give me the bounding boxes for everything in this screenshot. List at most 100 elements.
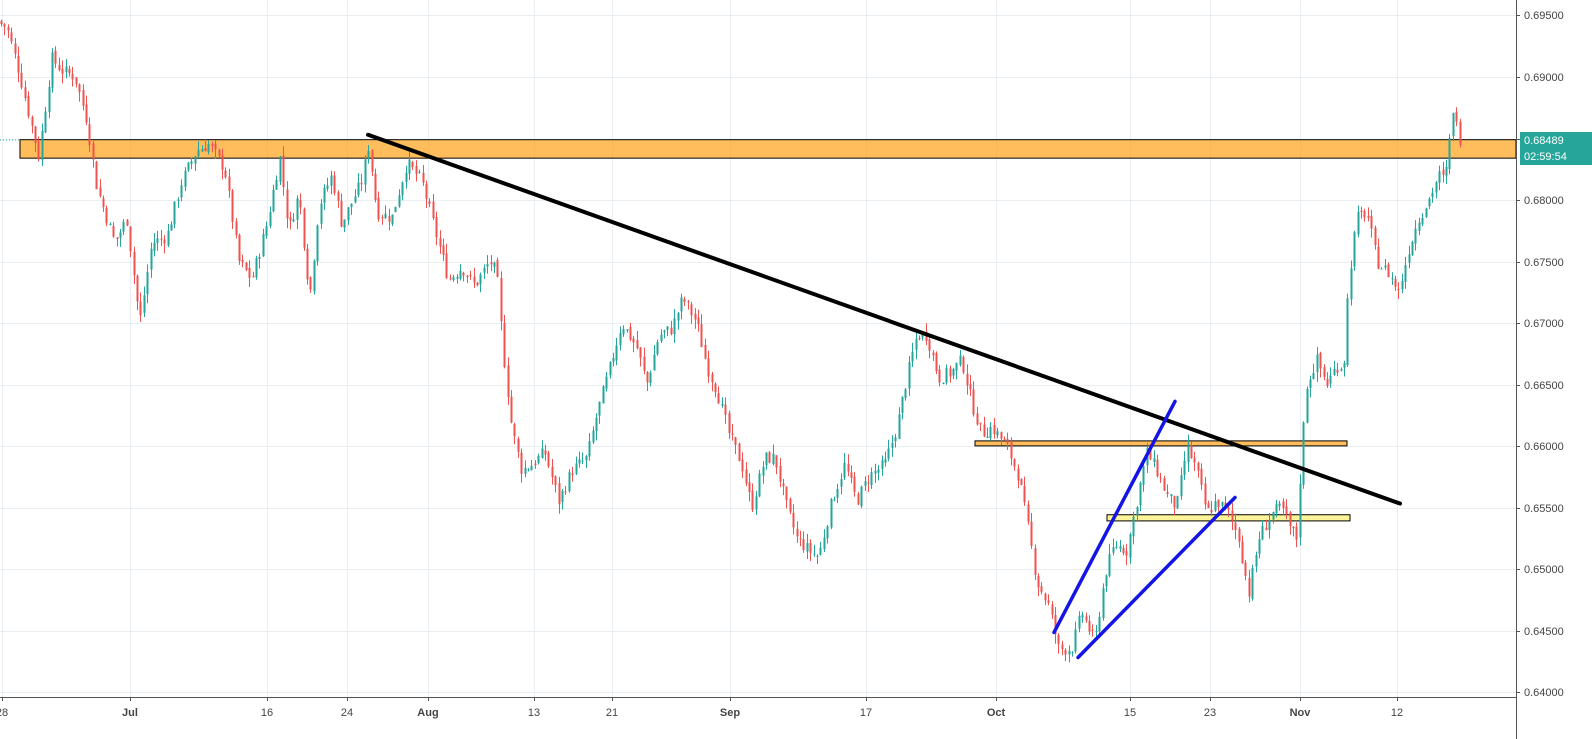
candle-up (1302, 422, 1305, 485)
candle-up (146, 272, 149, 295)
candle-up (955, 363, 958, 371)
time-axis[interactable]: 28 Jul 16 24 Aug 13 21 Sep 17 Oct 15 23 Nov 12 (0, 697, 1403, 719)
candle-down (782, 483, 785, 487)
candle-down (1064, 649, 1067, 655)
candle-up (592, 430, 595, 443)
candle-down (442, 245, 445, 256)
candle-down (1442, 169, 1445, 175)
price-axis[interactable]: 0.695000.690000.685000.680000.675000.670… (1516, 10, 1564, 699)
candle-up (486, 264, 489, 267)
candle-down (309, 277, 312, 290)
candle-down (1244, 562, 1247, 576)
candle-up (765, 452, 768, 466)
candle-down (231, 190, 234, 223)
candle-down (116, 237, 119, 239)
candle-down (1282, 501, 1285, 509)
candle-down (34, 126, 37, 144)
candle-up (194, 156, 197, 164)
candle-up (187, 162, 190, 171)
candle-up (1411, 242, 1414, 256)
candle-down (962, 356, 965, 373)
time-tick-label: Jul (122, 707, 138, 719)
candle-down (1047, 600, 1050, 603)
candle-up (602, 386, 605, 404)
candle-up (908, 362, 911, 389)
candle-up (823, 537, 826, 550)
price-tick-label: 0.67000 (1524, 318, 1564, 330)
candle-up (350, 203, 353, 208)
plot-area[interactable] (0, 0, 1516, 697)
candle-up (588, 441, 591, 457)
candle-up (826, 526, 829, 539)
candle-down (1326, 378, 1329, 387)
candle-up (1074, 629, 1077, 652)
candle-up (452, 277, 455, 281)
candle-up (609, 362, 612, 376)
candle-countdown: 02:59:54 (1524, 151, 1567, 163)
candle-up (292, 219, 295, 222)
candle-down (789, 498, 792, 512)
candle-up (316, 225, 319, 262)
candle-down (95, 161, 98, 190)
candle-down (163, 239, 166, 244)
candle-up (1445, 166, 1448, 176)
candle-down (381, 217, 384, 219)
candle-up (612, 358, 615, 362)
candle-up (952, 368, 955, 376)
candle-up (1438, 171, 1441, 183)
candle-up (1081, 614, 1084, 618)
candle-down (697, 317, 700, 325)
candle-up (874, 470, 877, 474)
candle-up (459, 271, 462, 279)
candle-up (1404, 265, 1407, 282)
candle-down (799, 538, 802, 540)
last-price-label: 0.68489 02:59:54 (1520, 132, 1592, 165)
candle-up (626, 329, 629, 331)
candle-up (1448, 138, 1451, 170)
candle-up (541, 448, 544, 458)
candle-down (490, 262, 493, 265)
candle-down (503, 322, 506, 368)
candle-up (180, 185, 183, 198)
candle-down (214, 143, 217, 150)
candle-down (670, 327, 673, 335)
candle-up (418, 171, 421, 173)
candle-up (527, 469, 530, 471)
candle-down (554, 476, 557, 486)
candle-up (1068, 650, 1071, 655)
candle-up (364, 159, 367, 185)
candle-up (150, 248, 153, 270)
candle-up (255, 258, 258, 278)
candle-down (700, 323, 703, 348)
candle-down (224, 170, 227, 178)
candle-down (1397, 288, 1400, 290)
candle-up (1105, 575, 1108, 587)
candle-down (27, 95, 30, 117)
candle-up (1251, 567, 1254, 599)
candle-down (1020, 479, 1023, 486)
candle-down (1231, 510, 1234, 521)
candle-down (126, 219, 129, 226)
candle-down (1149, 447, 1152, 460)
candle-down (728, 413, 731, 434)
candle-up (1183, 460, 1186, 475)
candle-up (122, 221, 125, 232)
candle-up (398, 195, 401, 207)
candle-up (1452, 113, 1455, 137)
time-tick-label: 21 (606, 707, 618, 719)
candle-up (1346, 298, 1349, 366)
candle-down (17, 55, 20, 73)
candle-up (598, 401, 601, 416)
candle-down (160, 238, 163, 240)
candle-down (1088, 620, 1091, 632)
candle-down (1248, 577, 1251, 597)
candle-down (969, 384, 972, 390)
candle-up (1102, 588, 1105, 618)
candle-up (660, 334, 663, 342)
candle-down (976, 413, 979, 425)
time-tick-label: Oct (987, 707, 1006, 719)
candle-down (360, 182, 363, 185)
candle-down (0, 20, 3, 24)
candle-down (1166, 492, 1169, 495)
